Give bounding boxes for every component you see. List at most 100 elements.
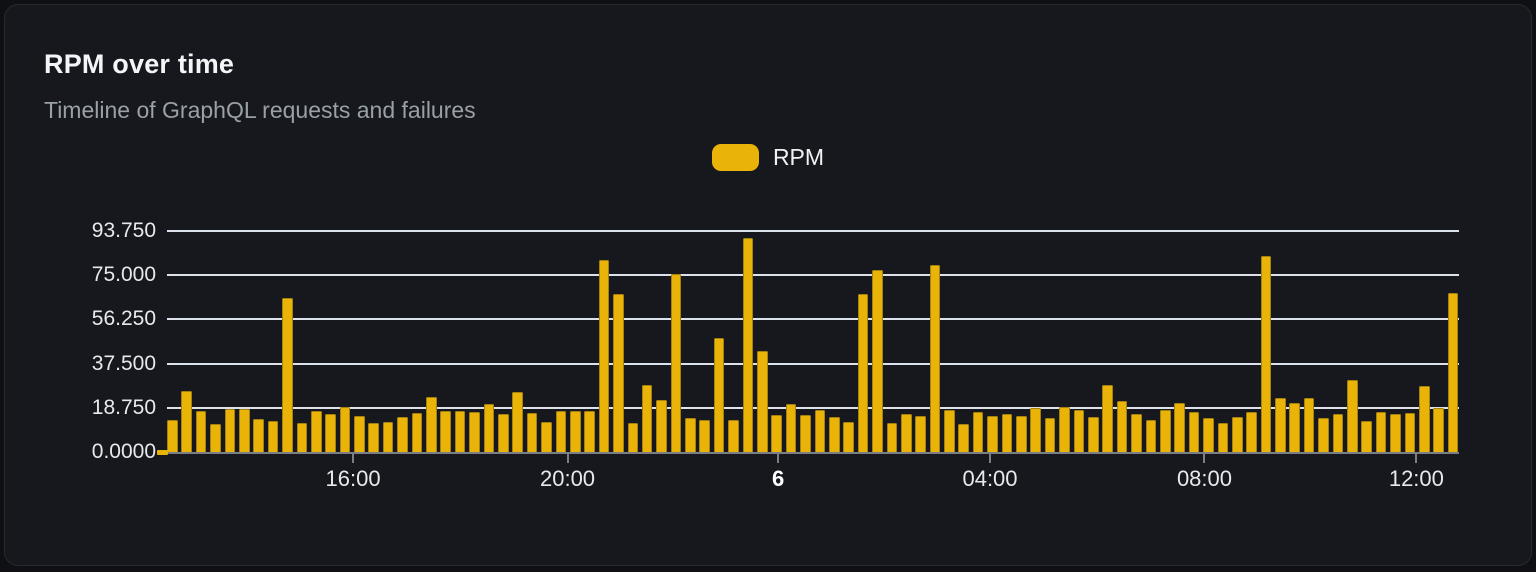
gridline <box>167 318 1459 321</box>
rpm-bar <box>1102 385 1113 452</box>
rpm-bar <box>541 421 552 452</box>
rpm-bar <box>339 407 351 452</box>
rpm-bar <box>972 412 984 452</box>
chart-legend: RPM <box>5 142 1531 172</box>
rpm-bar <box>598 259 610 452</box>
rpm-bar <box>814 410 826 452</box>
x-axis-line <box>167 452 1459 454</box>
rpm-bar <box>426 396 437 452</box>
rpm-bar <box>613 293 624 452</box>
rpm-bar <box>641 384 653 452</box>
rpm-bar <box>900 414 912 452</box>
rpm-bar <box>238 408 250 452</box>
y-axis-tick-label: 93.750 <box>91 219 156 242</box>
x-axis-tick-label: 16:00 <box>325 466 381 491</box>
x-axis-tick <box>777 454 780 463</box>
rpm-bar <box>771 415 782 452</box>
rpm-bar <box>1390 414 1401 452</box>
rpm-bar <box>167 419 178 452</box>
rpm-bar <box>497 413 509 452</box>
rpm-bar <box>512 391 523 452</box>
chart-title: RPM over time <box>44 49 235 79</box>
rpm-bar <box>1260 255 1272 452</box>
rpm-bar <box>1131 414 1142 452</box>
rpm-bar <box>843 422 854 452</box>
rpm-bar <box>210 423 221 452</box>
rpm-bar <box>483 403 495 452</box>
legend-label: RPM <box>772 143 825 170</box>
rpm-bar <box>224 408 236 452</box>
rpm-bar <box>1289 402 1301 452</box>
gridline <box>167 230 1459 232</box>
rpm-bar <box>1088 416 1099 452</box>
x-axis-tick <box>1415 454 1418 463</box>
rpm-bar <box>1044 417 1056 452</box>
legend-item-rpm[interactable]: RPM <box>711 143 825 171</box>
rpm-bar <box>1059 406 1070 452</box>
x-axis-tick-label: 20:00 <box>539 466 596 491</box>
y-axis-tick-label: 75.000 <box>91 263 156 287</box>
rpm-bar <box>1418 386 1430 452</box>
rpm-bar <box>1318 417 1329 452</box>
rpm-bar <box>1275 398 1286 452</box>
rpm-bar <box>1174 403 1185 452</box>
rpm-bar <box>325 413 336 452</box>
rpm-bar <box>757 350 768 452</box>
rpm-bar <box>670 273 682 452</box>
rpm-bar <box>1303 398 1315 452</box>
x-axis-tick <box>566 454 569 463</box>
rpm-bar <box>1073 410 1085 452</box>
rpm-bar <box>368 423 380 452</box>
rpm-bar <box>296 423 308 452</box>
rpm-bar <box>627 422 639 452</box>
rpm-bar <box>1375 412 1387 452</box>
rpm-bar <box>253 419 264 452</box>
y-axis-tick-label: 37.500 <box>91 351 156 375</box>
y-axis-tick-label: 56.250 <box>91 307 156 331</box>
x-axis-tick-label: 08:00 <box>1176 466 1232 491</box>
rpm-bar <box>915 415 926 452</box>
gridline <box>167 274 1459 277</box>
rpm-bar <box>181 390 192 452</box>
rpm-bar <box>411 413 423 452</box>
x-axis-tick-label: 6 <box>771 466 785 491</box>
x-axis-tick <box>352 454 355 463</box>
rpm-bar <box>584 411 595 452</box>
rpm-bar <box>886 423 898 452</box>
rpm-bar <box>699 419 711 452</box>
rpm-bar <box>828 416 840 452</box>
x-axis-tick <box>989 454 991 463</box>
rpm-bar <box>555 411 567 452</box>
rpm-bar <box>742 238 754 452</box>
rpm-bar <box>1347 380 1358 452</box>
rpm-bar <box>440 410 452 452</box>
rpm-bar <box>1217 423 1229 452</box>
rpm-bar <box>1404 413 1416 452</box>
rpm-bar <box>1188 411 1200 452</box>
rpm-bar <box>987 415 998 452</box>
rpm-bar <box>397 417 408 452</box>
x-axis-tick-label: 12:00 <box>1388 466 1444 491</box>
x-axis-tick-label: 04:00 <box>962 466 1018 491</box>
rpm-bar <box>1145 419 1157 452</box>
rpm-bar <box>282 298 293 452</box>
rpm-bar <box>728 419 739 452</box>
chart-subtitle: Timeline of GraphQL requests and failure… <box>44 97 476 123</box>
x-axis-tick <box>1203 454 1206 463</box>
rpm-bar <box>1030 408 1042 452</box>
rpm-chart-card: RPM over time Timeline of GraphQL reques… <box>4 4 1532 566</box>
rpm-bar <box>1001 414 1013 452</box>
rpm-bar <box>872 270 883 452</box>
rpm-bar <box>800 414 811 452</box>
rpm-bar <box>656 400 667 452</box>
rpm-bar <box>785 404 797 452</box>
gridline <box>167 362 1459 365</box>
rpm-bar <box>354 415 365 452</box>
zero-value-marker <box>157 450 168 455</box>
bar-series-rpm <box>167 231 1459 452</box>
rpm-bar <box>569 410 581 452</box>
rpm-bar <box>454 410 466 452</box>
rpm-bar <box>1159 410 1171 452</box>
rpm-bar <box>944 409 955 452</box>
rpm-bar <box>713 338 725 452</box>
